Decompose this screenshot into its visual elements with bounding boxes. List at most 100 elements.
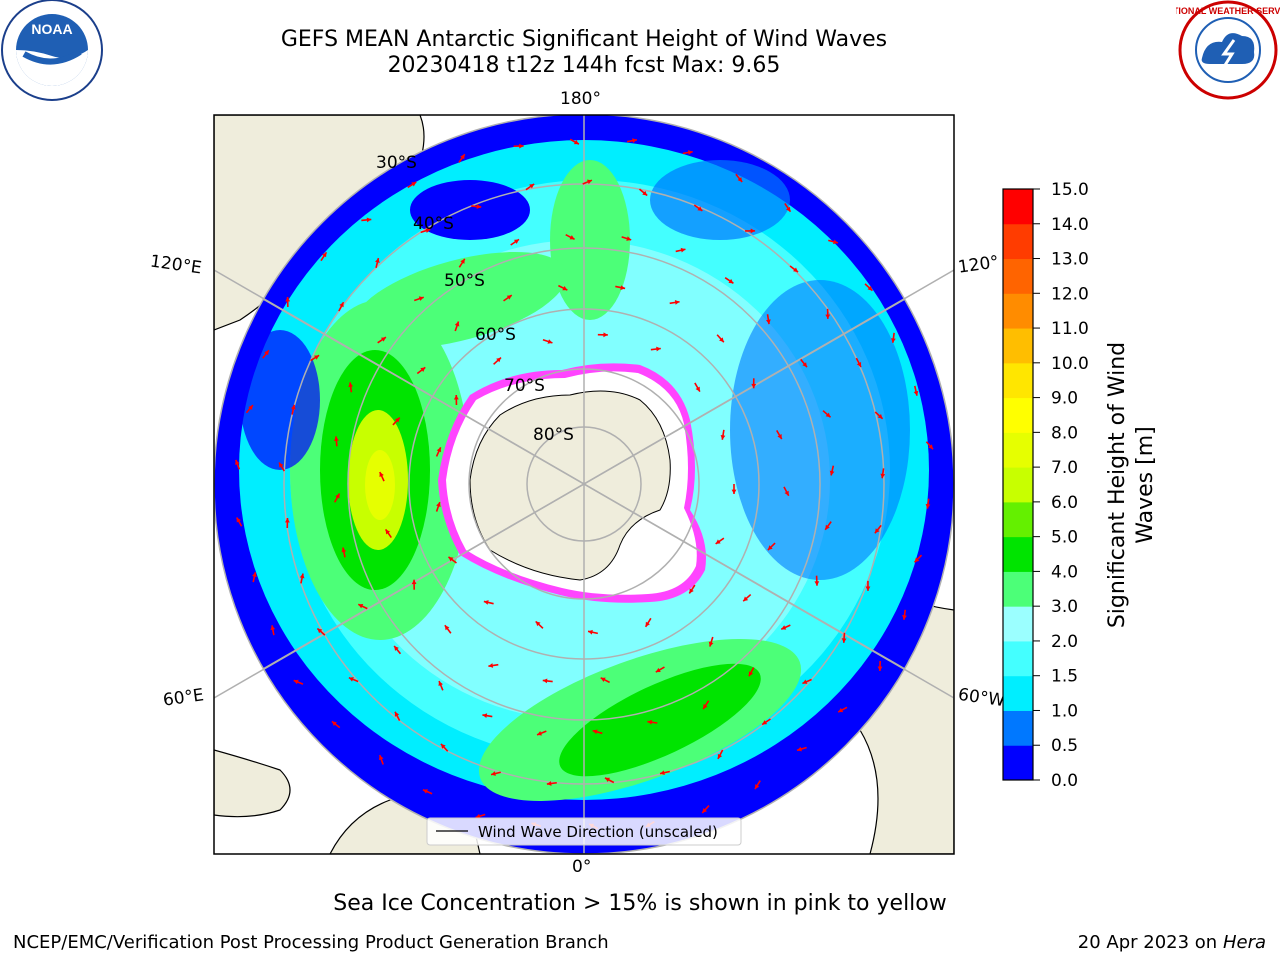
colorbar-tick-label: 7.0 (1051, 458, 1078, 478)
colorbar-segment (1003, 745, 1033, 781)
wave-arrow-head (626, 236, 632, 241)
wave-arrow-head (600, 677, 606, 682)
wave-arrow-head (867, 285, 873, 291)
colorbar-segment (1003, 501, 1033, 538)
wave-arrow-head (865, 586, 871, 591)
wave-arrow-head (762, 720, 768, 725)
wave-arrow-head (784, 490, 789, 496)
colorbar-tick-label: 1.5 (1051, 667, 1078, 687)
map-frame (213, 114, 955, 855)
wave-arrow-head (380, 337, 386, 342)
wave-arrow-head (833, 239, 838, 245)
wave-arrow-head (379, 472, 384, 478)
wave-arrow-head (902, 615, 907, 620)
wave-arrow-head (496, 357, 502, 363)
wave-arrow-head (491, 771, 496, 776)
wave-arrow-head (394, 645, 399, 651)
lat-label-40s: 40°S (413, 214, 454, 234)
wave-arrow-head (317, 628, 323, 634)
wave-arrow-head (436, 447, 442, 453)
colorbar-label-line2: Waves [m] (1133, 426, 1158, 543)
wave-arrow-head (786, 206, 791, 212)
colorbar-segment (1003, 710, 1033, 746)
wave-arrow-head (829, 470, 835, 476)
wave-arrow-head (720, 434, 726, 440)
colorbar-segment (1003, 467, 1033, 503)
noaa-logo-text: NOAA (31, 21, 72, 37)
wave-arrow-head (928, 444, 934, 450)
wave-arrow-head (438, 681, 443, 687)
lon-label-180: 180° (560, 89, 601, 109)
wave-arrow-head (766, 319, 771, 325)
wave-arrow-head (411, 579, 417, 585)
wave-arrow-head (448, 556, 454, 562)
wave-arrow-head (335, 493, 340, 499)
wave-arrow-head (339, 302, 344, 308)
lat-label-30s: 30°S (376, 153, 417, 173)
colorbar-tick-label: 0.0 (1051, 771, 1078, 791)
wave-arrow-head (285, 297, 291, 302)
lon-label-0: 0° (572, 857, 592, 877)
wave-arrow-head (777, 434, 782, 440)
wave-arrow-head (731, 489, 737, 494)
map-legend: Wind Wave Direction (unscaled) (426, 817, 742, 846)
wave-arrow-head (279, 462, 284, 468)
nws-logo-text: NATIONAL WEATHER SERVICE (1176, 6, 1280, 16)
wave-arrow-head (290, 404, 296, 410)
wave-arrow-head (586, 179, 592, 185)
wave-arrow-head (236, 517, 241, 523)
wave-arrow-head (825, 524, 830, 530)
wave-arrow-head (647, 719, 653, 725)
wave-arrow-head (482, 713, 488, 719)
lat-label-80s: 80°S (533, 425, 574, 445)
colorbar-tick-label: 5.0 (1051, 528, 1078, 548)
colorbar-segment (1003, 675, 1033, 711)
wave-arrow-head (751, 383, 757, 389)
noaa-logo-icon: NOAA (1, 0, 103, 101)
wave-arrow-head (341, 547, 347, 553)
wave-arrow-head (235, 459, 240, 465)
wave-arrow-head (454, 321, 460, 327)
wave-arrow-head (841, 638, 847, 643)
wave-arrow-head (425, 228, 431, 233)
wave-arrow-head (314, 355, 320, 360)
colorbar-tick-label: 14.0 (1051, 215, 1089, 235)
wave-arrow-head (689, 588, 694, 594)
wave-arrow-head (322, 252, 327, 258)
wave-arrow-head (546, 781, 552, 786)
nws-logo-icon: NATIONAL WEATHER SERVICE (1176, 0, 1280, 100)
colorbar-label-line1: Significant Height of Wind (1105, 342, 1130, 628)
legend-label: Wind Wave Direction (unscaled) (478, 823, 718, 841)
wave-arrow-head (293, 679, 299, 685)
wave-arrow-head (488, 663, 494, 668)
wave-arrow-head (891, 338, 896, 343)
wave-arrow-head (680, 247, 686, 253)
wave-arrow-head (537, 730, 543, 736)
colorbar-tick-label: 9.0 (1051, 389, 1078, 409)
wave-arrow-head (914, 557, 920, 563)
colorbar-tick-label: 1.0 (1051, 701, 1078, 721)
wave-arrow-head (348, 677, 354, 682)
wave-arrow-head (483, 600, 489, 605)
colorbar-segment (1003, 571, 1033, 607)
wave-direction-arrows (235, 138, 934, 830)
wave-arrow-head (573, 139, 579, 145)
colorbar-tick-label: 3.0 (1051, 597, 1078, 617)
wave-arrow-head (460, 154, 465, 160)
wave-arrow-head (395, 417, 400, 423)
wave-arrow-head (728, 278, 734, 284)
wave-arrow-head (781, 625, 787, 630)
wave-arrow-head (814, 581, 820, 586)
wave-arrow-head (754, 784, 760, 790)
wave-arrow-head (418, 296, 424, 301)
colorbar-tick-label: 2.0 (1051, 632, 1078, 652)
wave-arrow-head (687, 150, 693, 155)
wave-arrow-head (660, 770, 665, 776)
wave-arrow-head (737, 177, 743, 183)
wave-arrow-head (620, 285, 626, 290)
wave-arrow-head (440, 743, 446, 749)
wave-arrow-head (444, 625, 450, 631)
wave-arrow-head (874, 528, 880, 534)
